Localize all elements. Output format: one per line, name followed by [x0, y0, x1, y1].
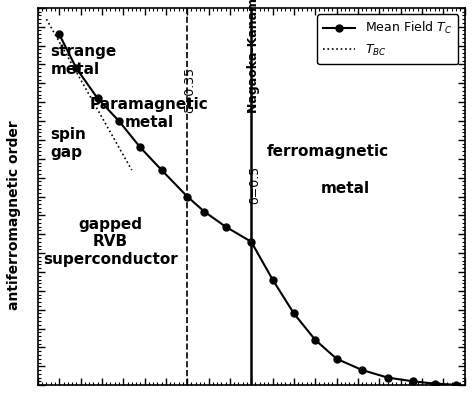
Text: strange
metal: strange metal [51, 44, 117, 77]
Text: δ=0.5: δ=0.5 [248, 166, 261, 204]
Legend: Mean Field $T_C$, $T_{BC}$: Mean Field $T_C$, $T_{BC}$ [317, 14, 458, 64]
Text: antiferromagnetic order: antiferromagnetic order [8, 121, 21, 310]
Text: Nagaoka-Kanamori line: Nagaoka-Kanamori line [247, 0, 260, 114]
Text: metal: metal [320, 182, 370, 196]
Text: Paramagnetic
metal: Paramagnetic metal [90, 97, 208, 130]
Text: ferromagnetic: ferromagnetic [267, 144, 389, 159]
Text: gapped
RVB
superconductor: gapped RVB superconductor [43, 217, 178, 267]
Text: spin
gap: spin gap [51, 127, 87, 160]
Text: δ=0.35: δ=0.35 [183, 67, 196, 114]
